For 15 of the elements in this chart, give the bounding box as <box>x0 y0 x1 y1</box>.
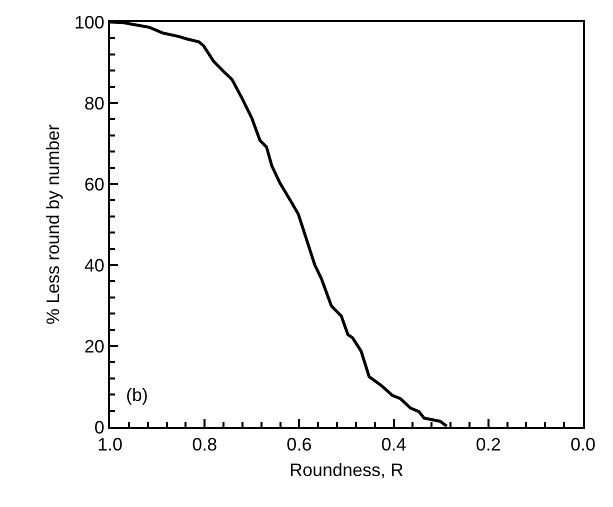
y-tick-label: 100 <box>74 12 104 32</box>
x-tick-label: 0.6 <box>286 434 312 455</box>
y-axis-title: % Less round by number <box>43 124 64 325</box>
x-axis-title: Roundness, R <box>289 460 404 480</box>
y-tick-label: 0 <box>94 417 104 438</box>
y-tick-label: 60 <box>84 174 104 194</box>
x-tick-label: 0.8 <box>192 434 218 455</box>
y-tick-label: 40 <box>84 255 104 276</box>
y-tick-label: 20 <box>84 336 104 356</box>
y-tick-label: 80 <box>84 93 104 114</box>
annotation: (b) <box>126 385 148 405</box>
x-tick-label: 1.0 <box>97 434 123 455</box>
x-tick-label: 0.0 <box>570 434 596 455</box>
x-tick-label: 0.2 <box>476 434 501 455</box>
x-tick-label: 0.4 <box>381 434 406 455</box>
